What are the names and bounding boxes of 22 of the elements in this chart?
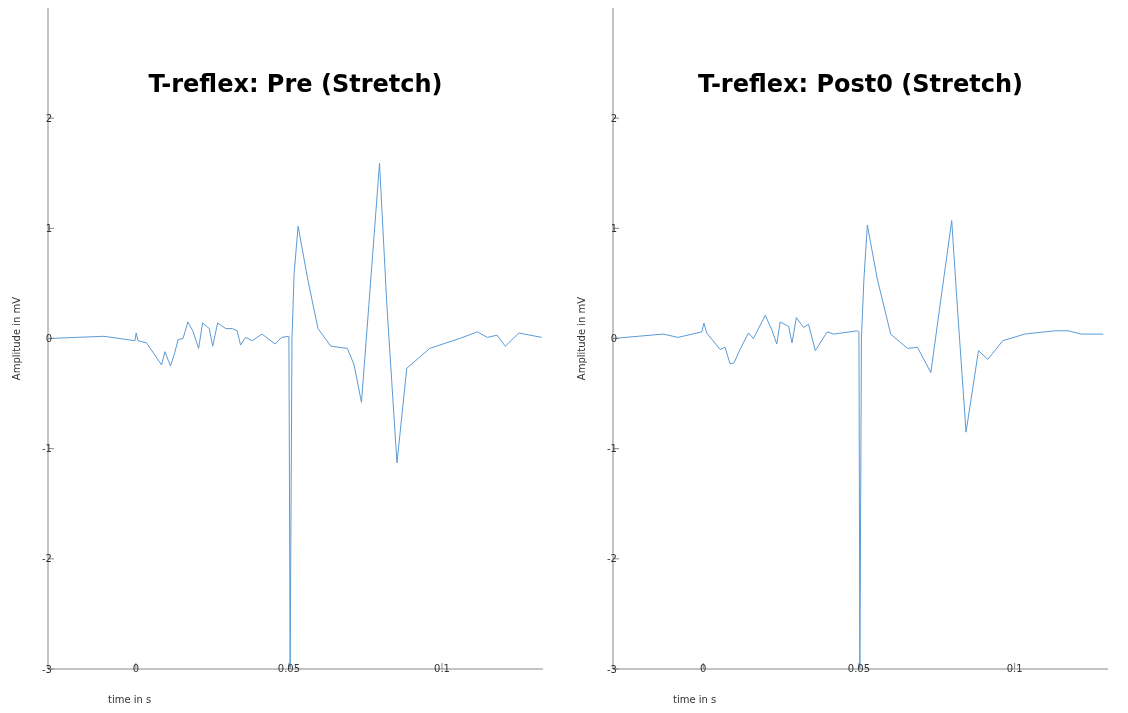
- y-tick-label: -2: [42, 553, 52, 565]
- y-tick-label: 2: [610, 112, 617, 124]
- y-tick-label: 1: [45, 222, 52, 234]
- x-tick-label: 0.1: [1006, 663, 1023, 675]
- x-axis-title: time in s: [673, 694, 717, 705]
- y-axis-title: Amplitude in mV: [10, 296, 22, 381]
- x-tick-label: 0: [132, 663, 140, 675]
- x-tick-label: 0.05: [277, 663, 301, 675]
- x-tick-label: 0.1: [434, 663, 450, 675]
- text: T-reflex: Pre (Stretch): [147, 70, 444, 98]
- y-tick-label: 2: [45, 112, 52, 124]
- y-axis-title: Amplitude in mV: [575, 296, 587, 381]
- x-tick-label: 0.05: [847, 663, 871, 675]
- y-tick-label: 1: [610, 222, 617, 234]
- y-tick-label: -1: [607, 443, 617, 455]
- y-tick-label: -3: [607, 663, 617, 675]
- y-tick-label: -3: [42, 663, 52, 675]
- x-axis-title: time in s: [108, 694, 152, 705]
- x-tick-label: 0: [700, 663, 707, 675]
- y-tick-label: -2: [607, 553, 617, 565]
- y-tick-label: -1: [42, 443, 52, 455]
- text: T-reflex: Post0 (Stretch): [697, 70, 1024, 98]
